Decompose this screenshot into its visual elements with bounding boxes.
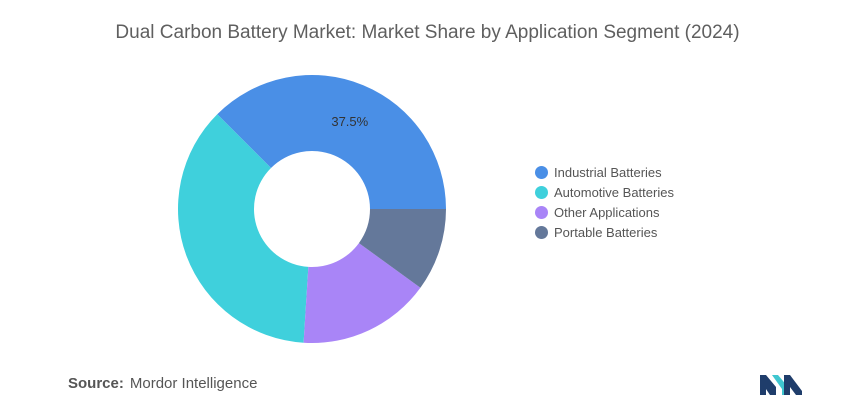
legend-item: Other Applications [535,202,674,222]
legend-swatch [535,165,548,179]
slice-other-applications [303,243,421,343]
slice-portable-batteries [358,209,446,288]
legend-label: Automotive Batteries [554,184,674,200]
legend-label: Portable Batteries [554,224,658,240]
legend-swatch [535,205,548,219]
slice-industrial-batteries [217,75,446,209]
data-label: 37.5% [331,114,368,129]
legend-label: Industrial Batteries [554,164,662,180]
source-value: Mordor Intelligence [129,375,258,392]
legend-label: Other Applications [554,204,660,220]
source-label: Source: [68,375,124,392]
chart-legend: Industrial Batteries Automotive Batteries… [535,162,674,242]
slice-automotive-batteries [177,114,309,343]
legend-item: Portable Batteries [535,222,674,242]
source-note: Source: Mordor Intelligence [68,375,257,392]
legend-swatch [535,225,548,239]
legend-item: Industrial Batteries [535,162,674,182]
legend-swatch [535,185,548,199]
legend-item: Automotive Batteries [535,182,674,202]
chart-title: Dual Carbon Battery Market: Market Share… [115,22,740,43]
mordor-intelligence-logo-icon [760,375,802,395]
